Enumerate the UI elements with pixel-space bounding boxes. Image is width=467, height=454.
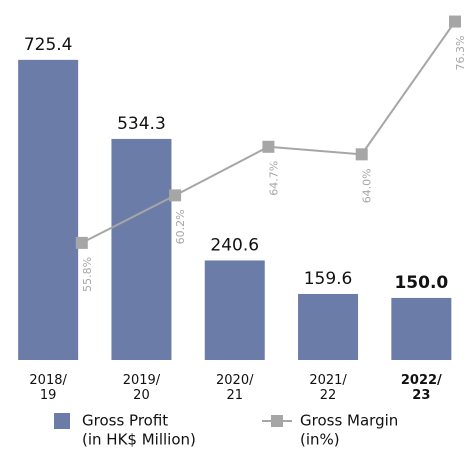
bar bbox=[391, 297, 452, 360]
line-value-label: 76.3% bbox=[454, 36, 467, 71]
bar bbox=[111, 138, 172, 360]
legend-unit: (in HK$ Million) bbox=[82, 431, 196, 449]
x-tick-label: 2018/19 bbox=[29, 373, 67, 403]
line-marker bbox=[75, 236, 88, 249]
legend-label: Gross Margin bbox=[300, 412, 398, 430]
line-value-label: 64.0% bbox=[361, 168, 374, 203]
bar-value-label: 725.4 bbox=[24, 35, 73, 55]
line-marker bbox=[355, 148, 368, 161]
bar bbox=[18, 59, 79, 360]
bar bbox=[204, 260, 265, 360]
bar-value-label: 150.0 bbox=[394, 273, 448, 293]
bar-value-label: 159.6 bbox=[304, 269, 353, 289]
line-value-label: 64.7% bbox=[267, 161, 280, 196]
line-marker bbox=[169, 189, 182, 202]
bar-value-label: 534.3 bbox=[117, 114, 166, 134]
legend-swatch bbox=[54, 413, 70, 429]
bar bbox=[298, 293, 359, 360]
line-marker bbox=[262, 140, 275, 153]
x-tick-label: 2020/21 bbox=[216, 373, 254, 403]
x-tick-label: 2021/22 bbox=[309, 373, 347, 403]
line-value-label: 60.2% bbox=[174, 209, 187, 244]
bar-value-label: 240.6 bbox=[210, 235, 259, 255]
legend-label: Gross Profit bbox=[82, 412, 168, 430]
legend-unit: (in%) bbox=[300, 431, 340, 449]
line-marker bbox=[449, 15, 461, 28]
x-tick-label: 2019/20 bbox=[123, 373, 161, 403]
legend-marker bbox=[271, 415, 283, 427]
x-tick-label: 2022/23 bbox=[401, 373, 442, 403]
line-value-label: 55.8% bbox=[81, 257, 94, 292]
